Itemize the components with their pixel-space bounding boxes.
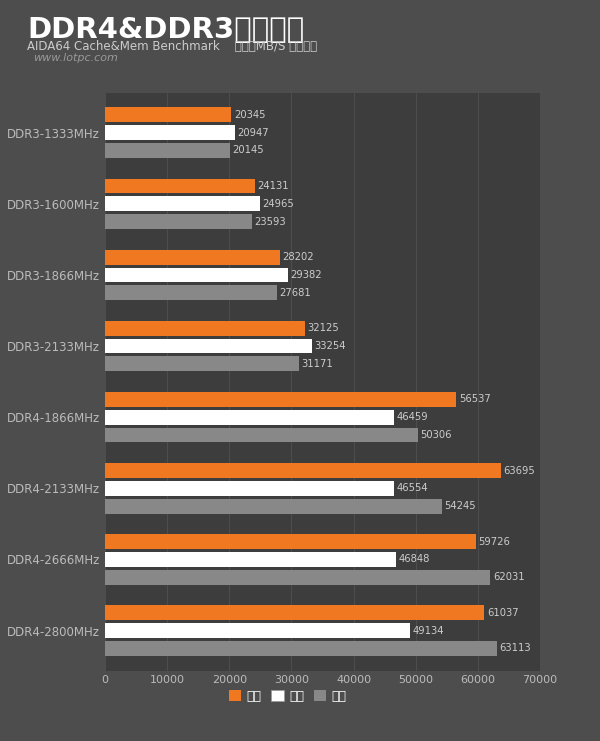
Bar: [105, 605, 484, 620]
Text: 32125: 32125: [307, 323, 339, 333]
Text: 28202: 28202: [283, 252, 314, 262]
Bar: [105, 268, 287, 282]
Bar: [105, 410, 394, 425]
Text: 24131: 24131: [257, 181, 289, 191]
Text: 20345: 20345: [234, 110, 265, 120]
Bar: [105, 356, 299, 371]
Text: 31171: 31171: [301, 359, 333, 369]
Bar: [105, 499, 442, 514]
Text: 27681: 27681: [280, 288, 311, 298]
Bar: [105, 463, 501, 478]
Text: 20145: 20145: [233, 145, 264, 156]
Text: 61037: 61037: [487, 608, 518, 618]
Bar: [105, 143, 230, 158]
Text: 56537: 56537: [459, 394, 491, 405]
Text: 59726: 59726: [479, 536, 511, 547]
Text: 49134: 49134: [413, 625, 445, 636]
Text: 46459: 46459: [396, 412, 428, 422]
Text: 46554: 46554: [397, 483, 428, 494]
Legend: 读取, 写入, 拷贝: 读取, 写入, 拷贝: [224, 685, 352, 708]
Text: DDR4&DDR3对比测试: DDR4&DDR3对比测试: [27, 16, 304, 44]
Text: 50306: 50306: [420, 430, 452, 440]
Bar: [105, 196, 260, 211]
Bar: [105, 125, 235, 140]
Text: 63113: 63113: [500, 643, 532, 654]
Text: 33254: 33254: [314, 341, 346, 351]
Text: AIDA64 Cache&Mem Benchmark    单位：MB/S 越大越好: AIDA64 Cache&Mem Benchmark 单位：MB/S 越大越好: [27, 40, 317, 53]
Bar: [105, 428, 418, 442]
Bar: [105, 392, 457, 407]
Text: 24965: 24965: [263, 199, 295, 209]
Bar: [105, 214, 251, 229]
Bar: [105, 623, 410, 638]
Bar: [105, 321, 305, 336]
Text: 23593: 23593: [254, 216, 286, 227]
Bar: [105, 285, 277, 300]
Bar: [105, 179, 255, 193]
Text: 62031: 62031: [493, 572, 524, 582]
Bar: [105, 641, 497, 656]
Text: 54245: 54245: [445, 501, 476, 511]
Bar: [105, 534, 476, 549]
Text: www.lotpc.com: www.lotpc.com: [33, 53, 118, 63]
Bar: [105, 250, 280, 265]
Bar: [105, 339, 311, 353]
Bar: [105, 552, 396, 567]
Bar: [105, 107, 232, 122]
Text: 29382: 29382: [290, 270, 322, 280]
Bar: [105, 481, 394, 496]
Text: 46848: 46848: [398, 554, 430, 565]
Text: 20947: 20947: [238, 127, 269, 138]
Bar: [105, 570, 490, 585]
Text: 63695: 63695: [503, 465, 535, 476]
